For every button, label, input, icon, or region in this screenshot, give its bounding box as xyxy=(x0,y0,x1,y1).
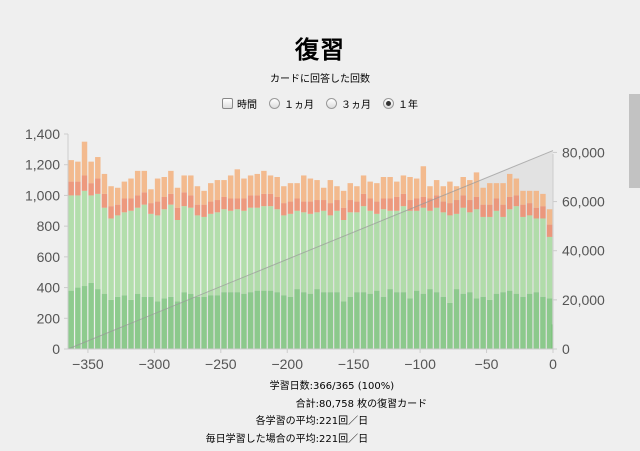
svg-text:1,200: 1,200 xyxy=(25,157,60,173)
svg-text:0: 0 xyxy=(549,356,557,372)
radio-circle[interactable] xyxy=(326,98,337,109)
time-checkbox[interactable]: 時間 xyxy=(222,96,257,111)
svg-text:−50: −50 xyxy=(475,356,499,372)
svg-text:800: 800 xyxy=(37,218,61,234)
svg-text:40,000: 40,000 xyxy=(562,243,605,259)
range-controls: 時間 １ヵ月 ３ヵ月 １年 xyxy=(0,96,640,111)
radio-3-months-label: ３ヵ月 xyxy=(341,100,371,111)
svg-text:−200: −200 xyxy=(271,356,303,372)
stat-avg-per-study-day: 各学習の平均:221回／日 xyxy=(255,416,369,427)
svg-text:0: 0 xyxy=(52,341,60,357)
page-title: 復習 xyxy=(295,36,345,64)
svg-text:600: 600 xyxy=(37,249,61,265)
svg-text:−250: −250 xyxy=(205,356,237,372)
svg-text:200: 200 xyxy=(37,310,61,326)
reviews-chart: 0 200 400 600 800 1,000 1,200 1,400 0 20,000 40,00… xyxy=(25,126,605,372)
stat-total: 合計:80,758 枚の復習カード xyxy=(295,398,428,410)
time-checkbox-label: 時間 xyxy=(237,100,257,111)
svg-text:400: 400 xyxy=(37,280,61,296)
radio-3-months[interactable]: ３ヵ月 xyxy=(326,96,371,111)
svg-text:−150: −150 xyxy=(338,356,370,372)
svg-text:80,000: 80,000 xyxy=(562,144,605,160)
chart-subtitle: カードに回答した回数 xyxy=(270,74,370,85)
svg-text:−100: −100 xyxy=(404,356,436,372)
radio-1-year-label: １年 xyxy=(398,100,418,111)
svg-text:−350: −350 xyxy=(72,356,104,372)
stat-study-days: 学習日数:366/365 (100%) xyxy=(269,381,395,392)
bar-series xyxy=(68,141,553,349)
cumulative-line xyxy=(67,150,554,350)
radio-circle-selected[interactable] xyxy=(383,98,394,109)
svg-text:0: 0 xyxy=(562,341,570,357)
svg-text:−300: −300 xyxy=(139,356,171,372)
scrollbar-thumb[interactable] xyxy=(629,94,640,188)
svg-text:1,000: 1,000 xyxy=(25,187,60,203)
radio-1-year[interactable]: １年 xyxy=(383,96,418,111)
radio-1-month-label: １ヵ月 xyxy=(284,100,314,111)
svg-text:20,000: 20,000 xyxy=(562,292,605,308)
radio-1-month[interactable]: １ヵ月 xyxy=(269,96,314,111)
svg-text:60,000: 60,000 xyxy=(562,194,605,210)
radio-circle[interactable] xyxy=(269,98,280,109)
chart-axes: 0 200 400 600 800 1,000 1,200 1,400 0 20,000 40,00… xyxy=(25,126,605,372)
checkbox-box[interactable] xyxy=(222,98,233,109)
stat-avg-every-day: 毎日学習した場合の平均:221回／日 xyxy=(205,433,369,445)
svg-text:1,400: 1,400 xyxy=(25,126,60,142)
